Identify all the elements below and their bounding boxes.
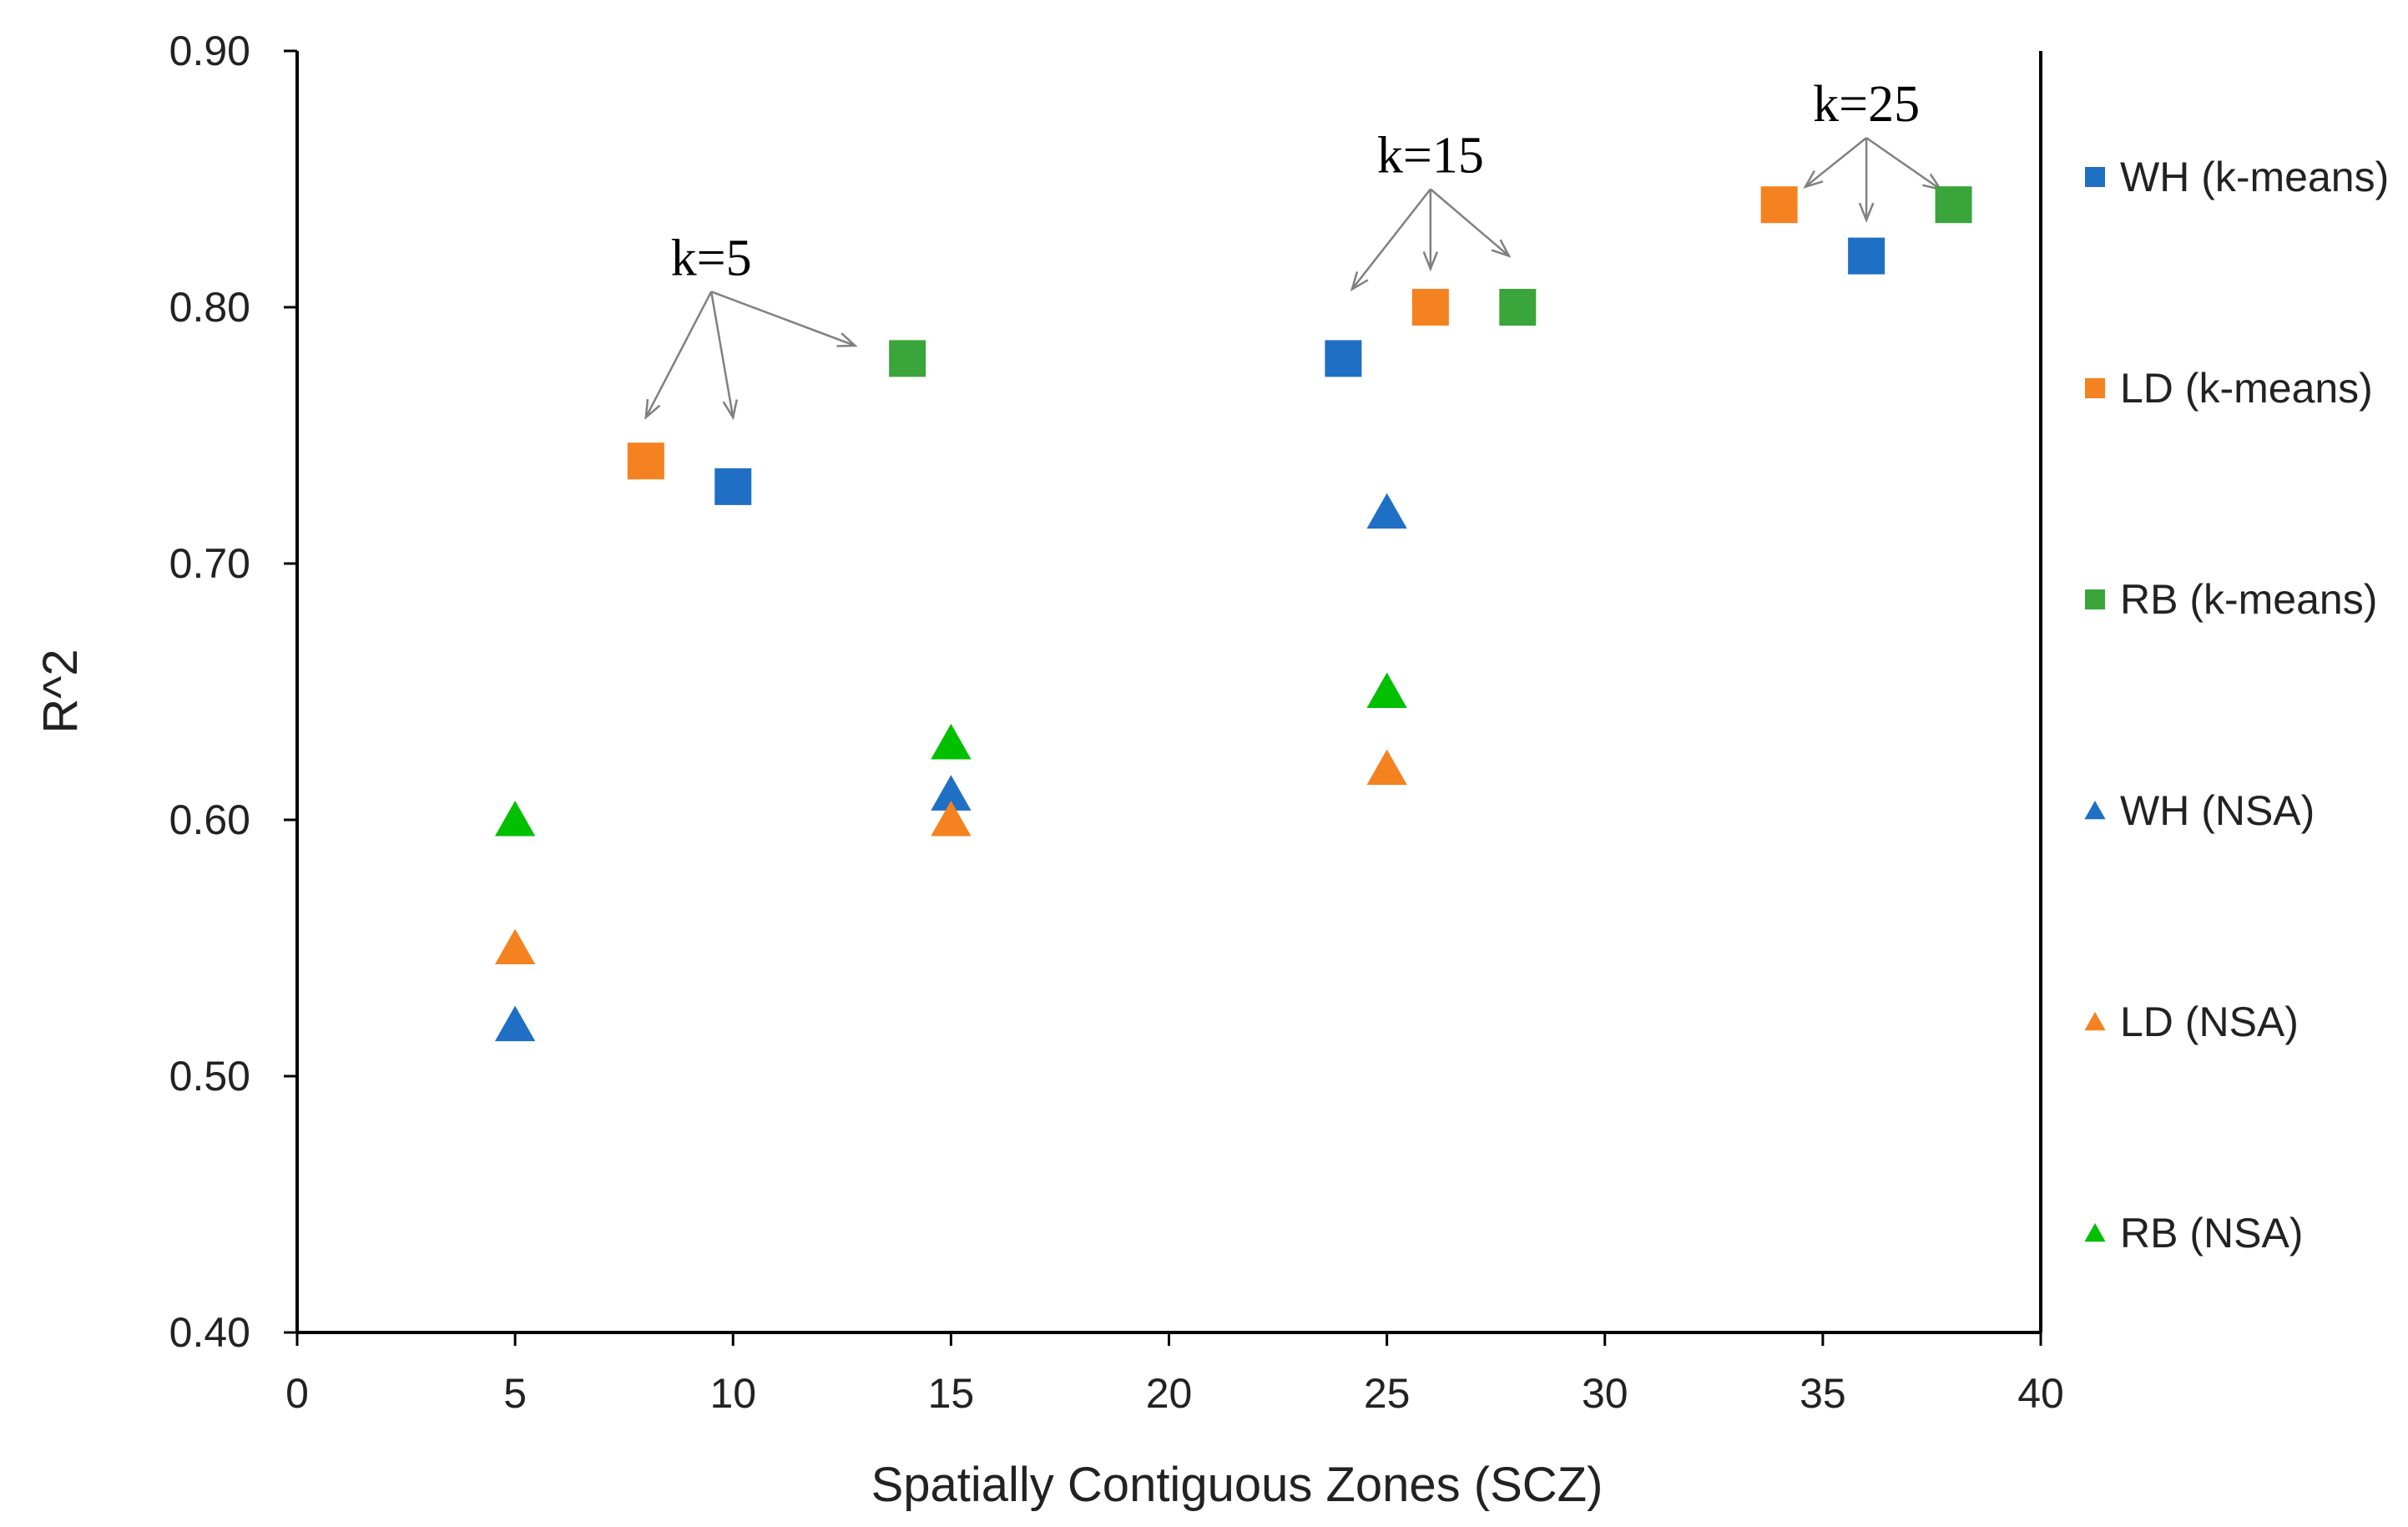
legend-marker-wh-nsa xyxy=(2084,801,2106,820)
x-tick-label: 5 xyxy=(503,1370,527,1417)
annotation-label: k=15 xyxy=(1377,128,1484,185)
point-wh-nsa xyxy=(931,775,972,811)
annotation-label: k=25 xyxy=(1813,76,1920,133)
point-wh-k-means xyxy=(714,468,752,505)
plot-area: 0.40 0.50 0.60 0.70 0.80 0.90 0 5 10 15 20 25 30 35 4… xyxy=(169,28,2064,1417)
point-ld-k-means xyxy=(1411,289,1449,326)
x-tick-label: 15 xyxy=(928,1370,975,1417)
annotation-arrowhead xyxy=(836,332,858,347)
point-ld-k-means xyxy=(627,442,664,480)
x-axis-ticks: 0 5 10 15 20 25 30 35 40 xyxy=(285,1332,2064,1417)
y-tick-label: 0.70 xyxy=(169,540,250,587)
point-rb-k-means xyxy=(1935,186,1972,224)
annotation-arrowhead xyxy=(644,398,661,421)
point-wh-k-means xyxy=(1325,340,1362,377)
legend-marker-wh-k-means xyxy=(2085,167,2105,187)
annotation-arrow xyxy=(709,291,735,418)
legend-label: RB (k-means) xyxy=(2120,576,2377,623)
annotation-arrowhead xyxy=(1422,251,1439,272)
y-axis-ticks: 0.40 0.50 0.60 0.70 0.80 0.90 xyxy=(169,28,297,1356)
legend-marker-rb-nsa xyxy=(2084,1223,2106,1242)
point-ld-nsa xyxy=(931,801,972,837)
legend-marker-rb-k-means xyxy=(2085,589,2105,609)
point-wh-nsa xyxy=(1366,493,1407,529)
annotation-arrows xyxy=(644,137,1943,421)
point-rb-nsa xyxy=(494,801,536,837)
legend-label: WH (k-means) xyxy=(2120,154,2389,200)
annotation-arrow xyxy=(644,291,713,418)
point-rb-nsa xyxy=(1366,672,1407,709)
x-tick-label: 40 xyxy=(2017,1370,2064,1417)
annotation-arrow xyxy=(1350,188,1431,291)
x-tick-label: 30 xyxy=(1582,1370,1628,1417)
legend-item-ld-nsa: LD (NSA) xyxy=(2084,999,2299,1045)
point-ld-nsa xyxy=(1366,749,1407,786)
legend-item-rb-nsa: RB (NSA) xyxy=(2084,1210,2303,1256)
legend-item-wh-nsa: WH (NSA) xyxy=(2084,787,2315,834)
x-tick-label: 35 xyxy=(1800,1370,1846,1417)
annotation-arrow xyxy=(1865,137,1941,190)
y-axis-title: R^2 xyxy=(33,649,88,733)
x-tick-label: 20 xyxy=(1146,1370,1193,1417)
point-rb-nsa xyxy=(931,723,972,760)
legend-item-ld-k-means: LD (k-means) xyxy=(2085,365,2373,412)
legend-item-wh-k-means: WH (k-means) xyxy=(2085,154,2389,200)
point-ld-k-means xyxy=(1760,186,1798,224)
point-wh-k-means xyxy=(1848,237,1886,275)
annotation-arrowhead xyxy=(1858,202,1875,223)
y-tick-label: 0.40 xyxy=(169,1309,250,1356)
annotation-labels: k=5 k=15 k=25 xyxy=(671,76,1920,286)
y-tick-label: 0.80 xyxy=(169,284,250,331)
y-tick-label: 0.50 xyxy=(169,1053,250,1100)
annotation-arrow xyxy=(1805,137,1867,188)
point-rb-k-means xyxy=(889,340,926,377)
point-wh-nsa xyxy=(494,1005,536,1042)
legend-marker-ld-k-means xyxy=(2085,378,2105,398)
x-tick-label: 10 xyxy=(709,1370,756,1417)
annotation-arrowhead xyxy=(1491,239,1512,258)
x-axis-title: Spatially Contiguous Zones (SCZ) xyxy=(871,1458,1603,1512)
legend: WH (k-means) LD (k-means) RB (k-means) WH (… xyxy=(2084,154,2389,1256)
point-ld-nsa xyxy=(494,928,536,965)
annotation-label: k=5 xyxy=(671,230,752,286)
annotation-arrowhead xyxy=(722,399,739,421)
data-points xyxy=(494,186,1972,1042)
legend-label: LD (k-means) xyxy=(2120,365,2373,412)
legend-item-rb-k-means: RB (k-means) xyxy=(2085,576,2377,623)
y-tick-label: 0.90 xyxy=(169,28,250,74)
annotation-arrow xyxy=(1430,188,1510,257)
point-rb-k-means xyxy=(1499,289,1537,326)
annotation-arrow xyxy=(710,291,856,347)
x-tick-label: 0 xyxy=(285,1370,309,1417)
annotation-arrowhead xyxy=(1350,271,1369,292)
x-tick-label: 25 xyxy=(1364,1370,1411,1417)
legend-marker-ld-nsa xyxy=(2084,1012,2106,1031)
annotation-arrowhead xyxy=(1803,169,1824,189)
legend-label: LD (NSA) xyxy=(2120,999,2299,1045)
legend-label: WH (NSA) xyxy=(2120,787,2315,834)
y-tick-label: 0.60 xyxy=(169,796,250,843)
legend-label: RB (NSA) xyxy=(2120,1210,2303,1256)
